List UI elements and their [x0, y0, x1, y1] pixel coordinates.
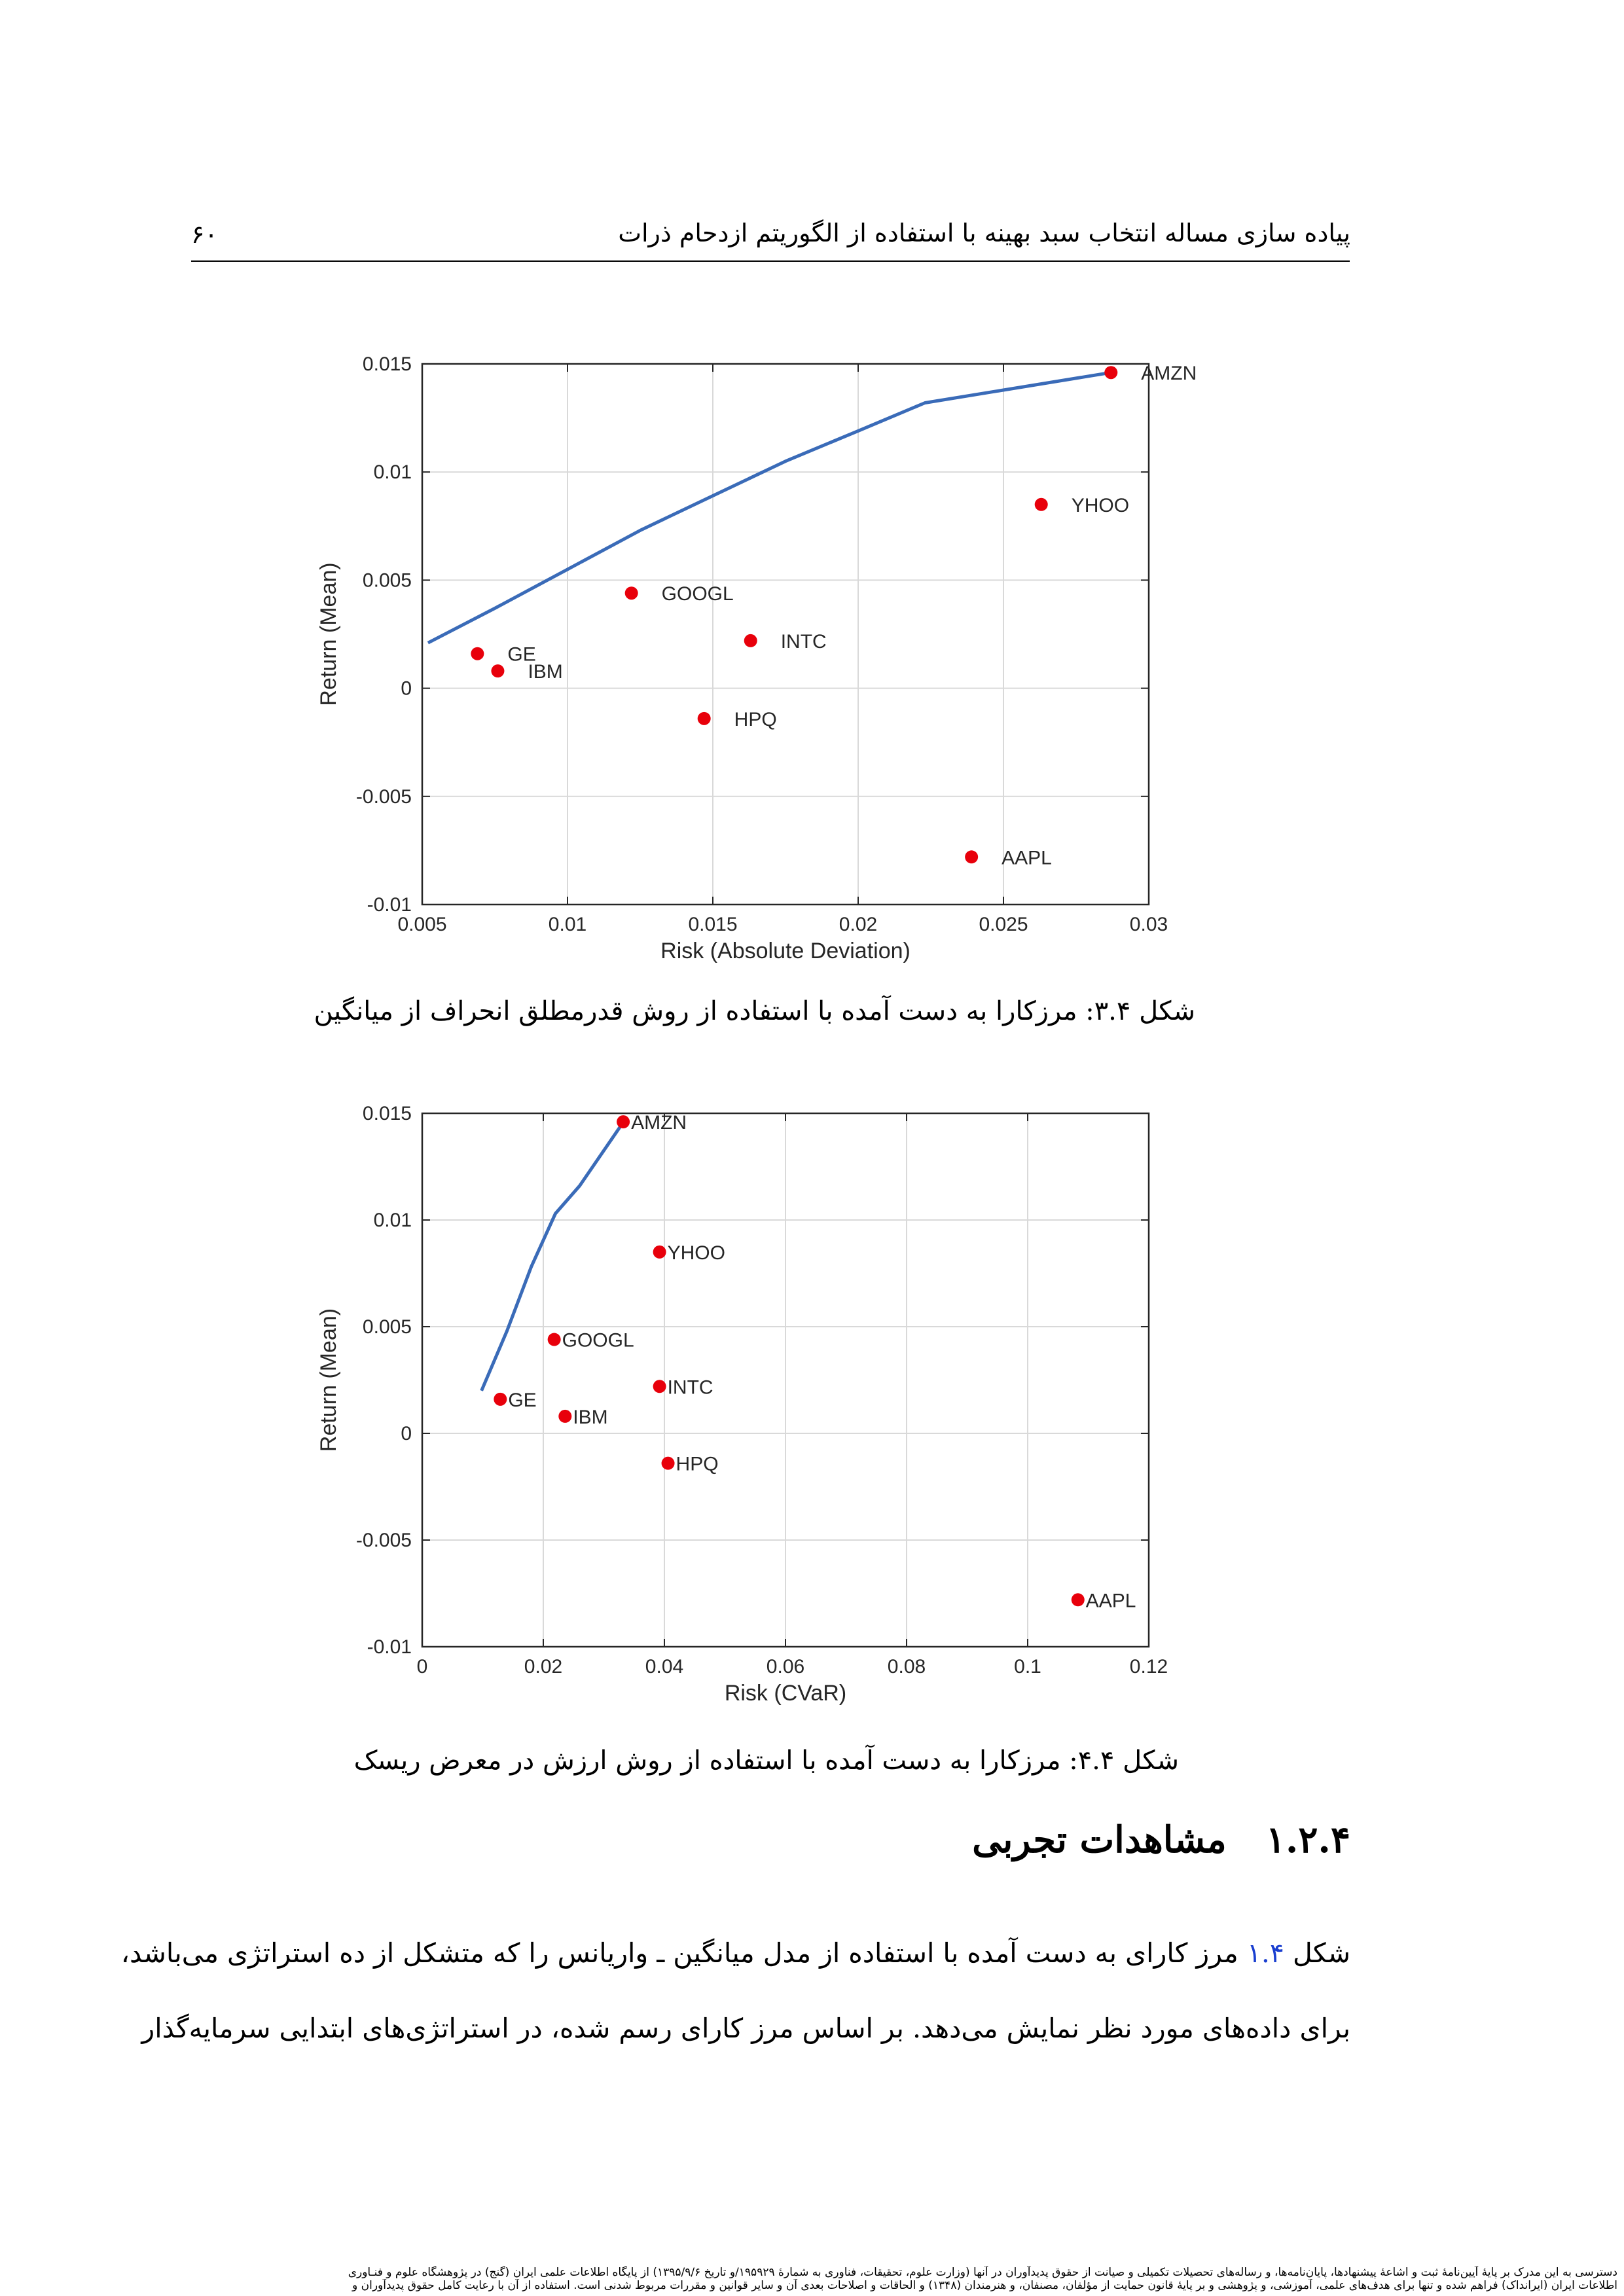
header-rule — [191, 260, 1350, 262]
x-tick-label: 0.04 — [645, 1656, 683, 1677]
x-tick-label: 0.025 — [979, 914, 1028, 935]
body-paragraph-line-2: برای داده‌های مورد نظر نمایش می‌دهد. بر … — [141, 2013, 1350, 2044]
y-tick-label: 0.015 — [363, 1103, 412, 1124]
y-tick-label: 0 — [401, 678, 412, 700]
body-line-1-text: مرز کارای به دست آمده با استفاده از مدل … — [120, 1937, 1238, 1969]
data-point-ge — [494, 1392, 507, 1406]
x-tick-label: 0 — [417, 1656, 428, 1677]
x-axis-label: Risk (Absolute Deviation) — [660, 939, 911, 963]
chart-absolute-deviation: 0.005 0.01 0.015 0.02 0.025 0.03 -0.01 -0.005 0 0… — [316, 353, 1197, 963]
section-title: مشاهدات تجربی — [972, 1818, 1227, 1861]
data-point-ibm — [558, 1409, 572, 1423]
x-tick-label: 0.08 — [888, 1656, 926, 1677]
data-point-aapl — [965, 850, 979, 864]
point-label-hpq: HPQ — [734, 709, 777, 730]
plot-frame — [421, 363, 1150, 906]
x-tick-label: 0.12 — [1130, 1656, 1168, 1677]
point-label-googl: GOOGL — [562, 1330, 634, 1352]
data-point-yhoo — [1034, 497, 1048, 511]
y-axis-label: Return (Mean) — [316, 562, 341, 706]
y-tick-label: 0.005 — [363, 569, 412, 591]
data-point-googl — [624, 586, 638, 600]
y-tick-label: -0.005 — [356, 786, 412, 808]
data-point-aapl — [1071, 1593, 1085, 1607]
footer-notice-line-2: اطلاعات ایران (ایرانداک) فراهم شده و تنه… — [352, 2279, 1617, 2292]
data-point-amzn — [1104, 366, 1118, 380]
page-number: ۶۰ — [191, 220, 218, 249]
point-label-intc: INTC — [668, 1376, 713, 1398]
point-label-hpq: HPQ — [676, 1454, 719, 1475]
data-point-googl — [547, 1333, 561, 1346]
point-label-amzn: AMZN — [631, 1112, 687, 1134]
data-point-yhoo — [653, 1245, 666, 1259]
figure-reference-link[interactable]: ۱.۴ — [1246, 1937, 1284, 1969]
y-tick-label: -0.01 — [367, 1636, 412, 1658]
x-tick-label: 0.005 — [397, 914, 446, 935]
y-tick-label: -0.005 — [356, 1530, 412, 1551]
body-figure-word: شکل — [1292, 1937, 1350, 1969]
x-tick-label: 0.1 — [1014, 1656, 1041, 1677]
figure-caption-4-4: شکل ۴.۴: مرزکارا به دست آمده با استفاده … — [353, 1746, 1179, 1776]
y-tick-label: 0 — [401, 1423, 412, 1444]
point-label-ibm: IBM — [528, 661, 562, 683]
x-axis-label: Risk (CVaR) — [725, 1681, 846, 1706]
y-axis-label: Return (Mean) — [316, 1308, 341, 1452]
body-paragraph-line-1: شکل ۱.۴ مرز کارای به دست آمده با استفاده… — [121, 1937, 1350, 1969]
point-label-amzn: AMZN — [1141, 363, 1197, 384]
point-label-ge: GE — [507, 644, 535, 666]
data-point-amzn — [617, 1115, 630, 1129]
point-label-ge: GE — [508, 1390, 536, 1411]
point-label-googl: GOOGL — [662, 583, 734, 605]
footer-notice-line-1: دسترسی به این مدرک بر پایهٔ آیین‌نامهٔ ث… — [348, 2266, 1617, 2279]
data-point-intc — [653, 1380, 666, 1393]
x-tick-label: 0.02 — [524, 1656, 562, 1677]
data-point-hpq — [661, 1456, 675, 1470]
data-point-hpq — [697, 711, 711, 725]
y-tick-label: 0.015 — [363, 353, 412, 375]
efficient-frontier-line — [427, 370, 1111, 645]
data-point-ge — [471, 647, 484, 660]
point-label-aapl: AAPL — [1086, 1590, 1136, 1611]
data-point-ibm — [491, 664, 505, 678]
y-tick-label: 0.01 — [374, 1210, 412, 1231]
x-tick-label: 0.06 — [767, 1656, 804, 1677]
running-title: پیاده سازی مساله انتخاب سبد بهینه با است… — [618, 219, 1350, 247]
section-heading: ۱.۲.۴ مشاهدات تجربی — [972, 1818, 1350, 1861]
y-tick-label: 0.005 — [363, 1316, 412, 1338]
efficient-frontier-line — [480, 1122, 624, 1391]
x-tick-label: 0.02 — [839, 914, 877, 935]
figure-caption-3-4: شکل ۳.۴: مرزکارا به دست آمده با استفاده … — [314, 996, 1195, 1026]
data-point-intc — [744, 634, 757, 647]
y-tick-label: 0.01 — [374, 461, 412, 483]
x-tick-label: 0.03 — [1130, 914, 1168, 935]
point-label-yhoo: YHOO — [668, 1242, 725, 1264]
y-tick-label: -0.01 — [367, 894, 412, 916]
point-label-ibm: IBM — [573, 1407, 607, 1428]
point-label-aapl: AAPL — [1001, 847, 1052, 869]
chart-cvar: 0 0.02 0.04 0.06 0.08 0.1 0.12 -0.01 -0.005 0 0.00… — [316, 1103, 1168, 1706]
x-tick-label: 0.015 — [688, 914, 737, 935]
point-label-yhoo: YHOO — [1072, 495, 1129, 516]
x-tick-label: 0.01 — [549, 914, 586, 935]
point-label-intc: INTC — [781, 631, 827, 653]
section-number: ۱.۲.۴ — [1265, 1818, 1350, 1861]
